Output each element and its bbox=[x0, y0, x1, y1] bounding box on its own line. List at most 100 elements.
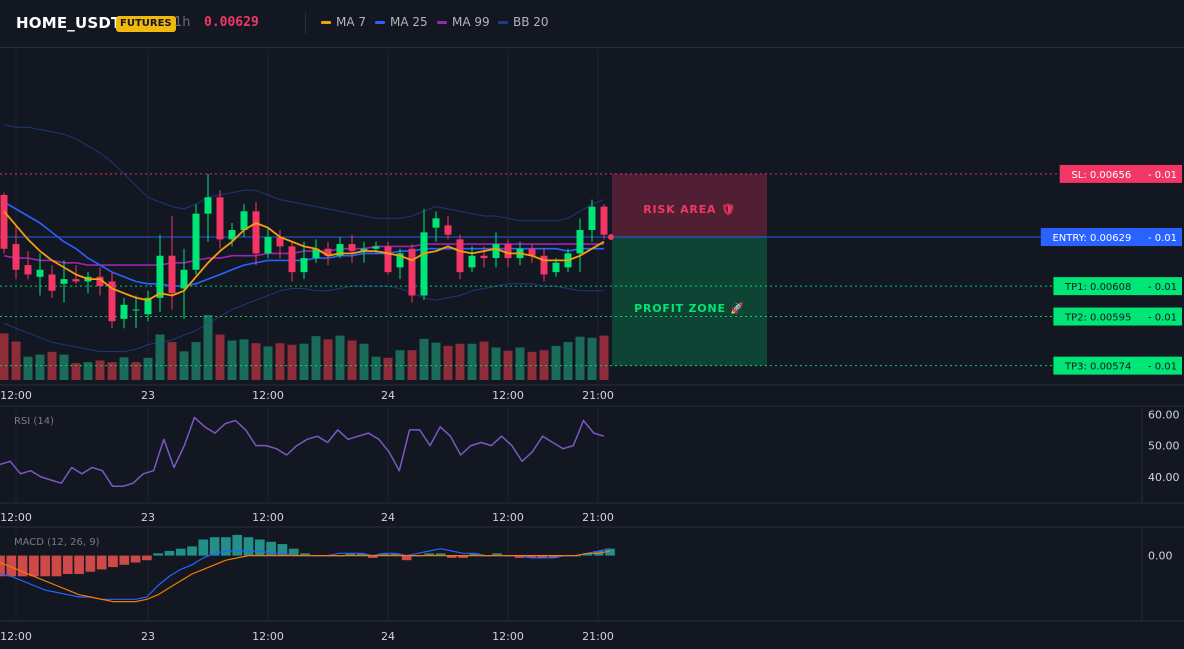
volume-bar bbox=[587, 337, 597, 380]
macd-histogram-bar bbox=[6, 555, 17, 577]
volume-bar bbox=[467, 343, 477, 380]
volume-bar bbox=[227, 340, 237, 380]
volume-bar bbox=[479, 341, 489, 380]
volume-bar bbox=[251, 343, 261, 380]
legend-ma99[interactable]: MA 99 bbox=[437, 15, 490, 29]
volume-bar bbox=[311, 336, 321, 380]
macd-histogram-bar bbox=[17, 555, 28, 577]
symbol-name[interactable]: HOME_USDT bbox=[16, 14, 122, 32]
level-label-text: SL: 0.00656 bbox=[1071, 170, 1131, 181]
candle bbox=[588, 199, 596, 242]
macd-title: MACD (12, 26, 9) bbox=[14, 537, 100, 548]
candle-body bbox=[372, 246, 380, 249]
macd-histogram-bar bbox=[379, 553, 389, 556]
rsi-tick-label: 60.00 bbox=[1148, 408, 1180, 421]
level-value-text: - 0.01 bbox=[1148, 362, 1177, 373]
level-label-box bbox=[1053, 277, 1143, 296]
risk-area-zone: RISK AREA 🛡 bbox=[612, 173, 767, 238]
candle bbox=[264, 227, 272, 259]
level-value-box bbox=[1143, 164, 1182, 183]
price-pane[interactable]: RISK AREA 🛡 PROFIT ZONE 🚀 SL: 0.00656 - 0.0… bbox=[0, 124, 1182, 380]
ma7-swatch-icon bbox=[321, 21, 331, 24]
macd-histogram-bar bbox=[243, 537, 254, 556]
candle-body bbox=[480, 255, 488, 259]
candle-body bbox=[528, 248, 536, 256]
candle-body bbox=[300, 258, 308, 273]
candle-body bbox=[408, 248, 416, 296]
bb20-swatch-icon bbox=[498, 21, 508, 24]
macd-histogram-bar bbox=[130, 555, 141, 563]
candle bbox=[528, 244, 536, 263]
volume-bar bbox=[191, 342, 201, 380]
level-value-box bbox=[1143, 228, 1182, 247]
candle-body bbox=[432, 218, 440, 228]
macd-pane[interactable]: MACD (12, 26, 9) 0.00 bbox=[0, 534, 1173, 603]
candle bbox=[108, 272, 116, 329]
candle bbox=[408, 244, 416, 303]
candle-body bbox=[180, 269, 188, 289]
candle-body bbox=[264, 237, 272, 254]
risk-area-label: RISK AREA 🛡 bbox=[643, 203, 735, 216]
level-label-box bbox=[1040, 228, 1143, 247]
time-label: 23 bbox=[141, 389, 155, 402]
time-label: 24 bbox=[381, 389, 395, 402]
candle bbox=[0, 192, 8, 254]
candle bbox=[384, 241, 392, 275]
level-label-1: ENTRY: 0.00629 - 0.01 bbox=[1040, 228, 1182, 247]
signal-line bbox=[0, 550, 611, 603]
candle-body bbox=[240, 211, 248, 231]
volume-bar bbox=[23, 356, 33, 380]
candle-body bbox=[456, 239, 464, 273]
macd-histogram-bar bbox=[424, 553, 435, 556]
volume-bar bbox=[287, 344, 297, 380]
timeframe-label[interactable]: 1h bbox=[174, 15, 191, 30]
volume-bar bbox=[59, 354, 69, 380]
volume-bar bbox=[203, 315, 213, 380]
rsi-line bbox=[0, 416, 605, 488]
macd-histogram-bar bbox=[345, 553, 356, 556]
candle bbox=[180, 248, 188, 319]
candle-body bbox=[216, 197, 224, 240]
candle bbox=[300, 241, 308, 280]
macd-histogram-bar bbox=[526, 555, 536, 558]
candle-body bbox=[576, 230, 584, 254]
candle-body bbox=[360, 248, 368, 252]
macd-histogram-bar bbox=[221, 537, 231, 556]
time-label: 12:00 bbox=[0, 389, 32, 402]
level-label-box bbox=[1053, 307, 1143, 326]
macd-histogram-bar bbox=[175, 548, 186, 556]
time-label: 12:00 bbox=[0, 511, 32, 524]
rsi-pane[interactable]: RSI (14) 60.00 50.00 40.00 bbox=[0, 408, 1180, 488]
candle-body bbox=[540, 255, 548, 275]
macd-histogram-bar bbox=[119, 555, 130, 565]
candle-body bbox=[0, 194, 8, 249]
legend-ma7[interactable]: MA 7 bbox=[321, 15, 366, 29]
time-label: 12:00 bbox=[492, 630, 524, 643]
candle bbox=[492, 232, 500, 268]
volume-bar bbox=[143, 357, 153, 380]
candle bbox=[204, 173, 212, 242]
candle-body bbox=[252, 211, 260, 254]
volume-bar bbox=[359, 343, 369, 380]
macd-histogram-bar bbox=[458, 555, 468, 558]
candle bbox=[12, 225, 20, 280]
volume-bar bbox=[0, 333, 9, 380]
candle bbox=[468, 246, 476, 273]
legend-ma25[interactable]: MA 25 bbox=[375, 15, 428, 29]
bb-upper-line bbox=[3, 124, 605, 222]
level-label-text: TP3: 0.00574 bbox=[1064, 362, 1131, 373]
volume-bar bbox=[503, 350, 513, 380]
macd-histogram-bar bbox=[548, 555, 559, 558]
macd-histogram-bar bbox=[85, 555, 96, 572]
candle bbox=[276, 230, 284, 259]
volume-bar bbox=[299, 343, 309, 380]
candle bbox=[432, 211, 440, 242]
volume-bar bbox=[323, 339, 333, 380]
volume-bar bbox=[563, 342, 573, 380]
macd-histogram-bar bbox=[142, 555, 152, 561]
macd-histogram-bar bbox=[356, 553, 367, 556]
candle-body bbox=[444, 225, 452, 235]
legend-bb20[interactable]: BB 20 bbox=[498, 15, 549, 29]
macd-tick-label: 0.00 bbox=[1148, 550, 1173, 563]
